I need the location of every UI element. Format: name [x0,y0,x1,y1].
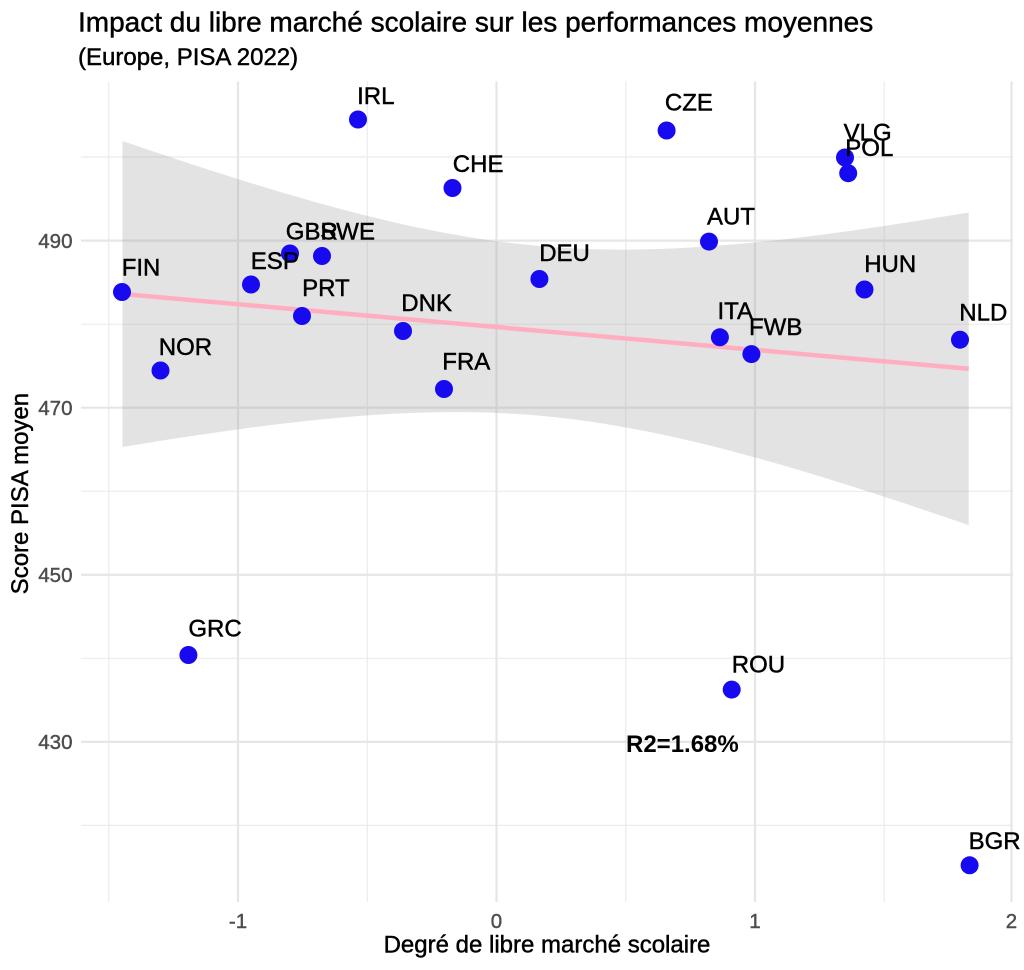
svg-text:GBR: GBR [286,219,338,246]
svg-text:-1: -1 [229,910,247,933]
svg-text:PRT: PRT [302,275,350,302]
svg-text:(Europe, PISA 2022): (Europe, PISA 2022) [78,44,298,71]
svg-text:470: 470 [38,397,72,420]
svg-text:CZE: CZE [665,90,713,117]
svg-text:GRC: GRC [188,616,241,643]
svg-text:Impact du libre marché scolair: Impact du libre marché scolaire sur les … [78,7,873,38]
svg-text:FIN: FIN [122,255,161,282]
svg-text:IRL: IRL [357,83,394,110]
svg-text:ITA: ITA [718,298,754,325]
svg-text:1: 1 [749,910,760,933]
svg-text:DNK: DNK [401,290,452,317]
svg-text:ESP: ESP [251,248,299,275]
svg-text:NOR: NOR [159,334,212,361]
svg-text:Score PISA moyen: Score PISA moyen [7,393,34,594]
svg-text:R2=1.68%: R2=1.68% [626,731,739,758]
svg-text:2: 2 [1006,910,1017,933]
svg-text:FWB: FWB [749,314,802,341]
svg-text:AUT: AUT [707,204,755,231]
svg-text:POL: POL [845,135,893,162]
svg-text:VLG: VLG [844,120,892,147]
svg-text:NLD: NLD [959,300,1007,327]
svg-text:DEU: DEU [539,240,590,267]
svg-text:CHE: CHE [453,151,504,178]
svg-text:430: 430 [38,731,72,754]
svg-text:SWE: SWE [320,219,375,246]
svg-text:BGR: BGR [969,828,1021,855]
svg-text:450: 450 [38,564,72,587]
svg-text:HUN: HUN [864,251,916,278]
svg-text:ROU: ROU [732,652,785,679]
svg-text:490: 490 [38,230,72,253]
svg-text:FRA: FRA [442,349,490,376]
svg-text:Degré de libre marché scolaire: Degré de libre marché scolaire [384,932,711,959]
svg-text:0: 0 [491,910,502,933]
